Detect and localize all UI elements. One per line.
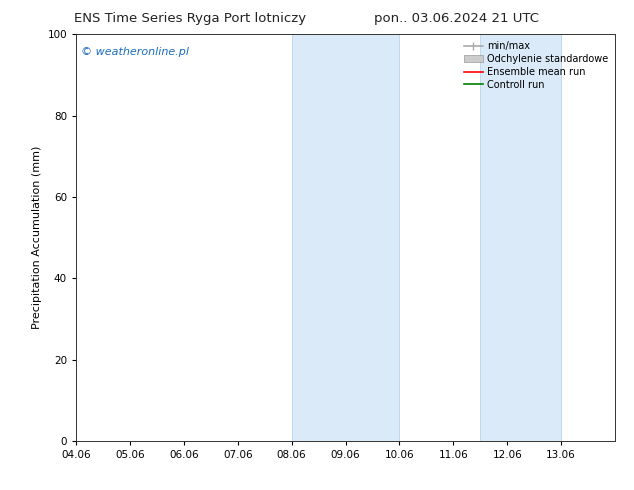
Y-axis label: Precipitation Accumulation (mm): Precipitation Accumulation (mm) [32,146,42,329]
Legend: min/max, Odchylenie standardowe, Ensemble mean run, Controll run: min/max, Odchylenie standardowe, Ensembl… [460,37,612,94]
Text: © weatheronline.pl: © weatheronline.pl [81,47,190,56]
Text: pon.. 03.06.2024 21 UTC: pon.. 03.06.2024 21 UTC [374,12,539,25]
Bar [292,34,399,441]
Text: ENS Time Series Ryga Port lotniczy: ENS Time Series Ryga Port lotniczy [74,12,306,25]
Bar [481,34,561,441]
